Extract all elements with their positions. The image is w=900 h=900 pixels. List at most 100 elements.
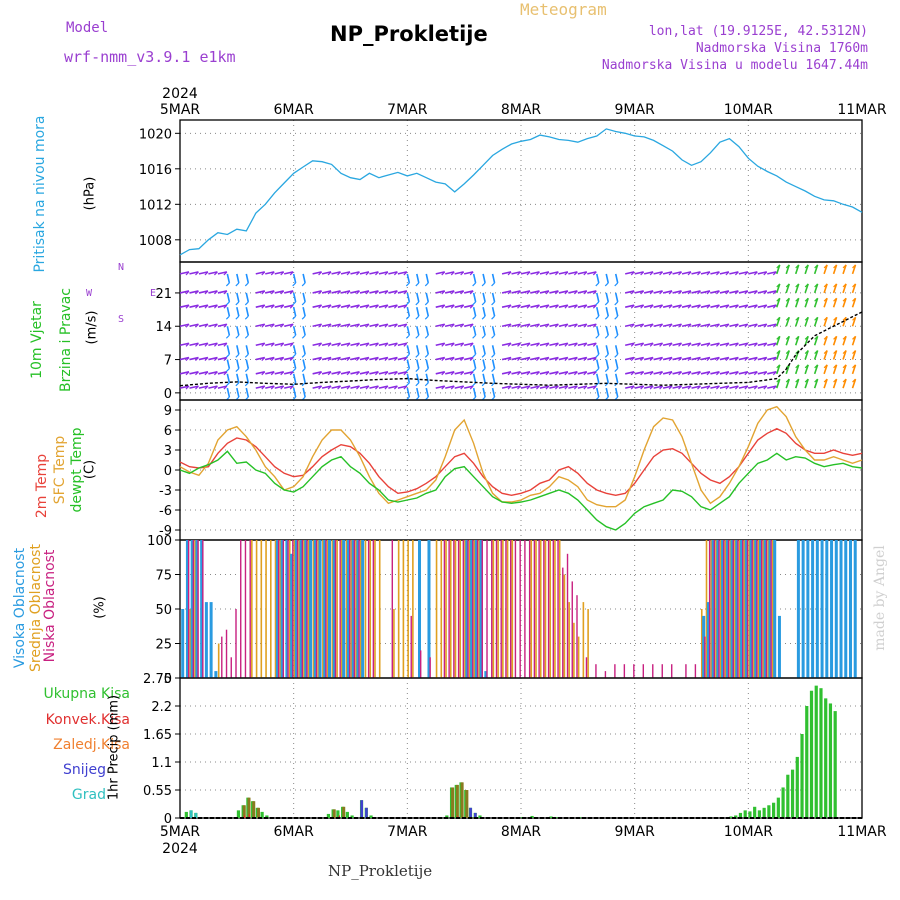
precip-frozen-bar <box>247 797 251 818</box>
wind-barb-tick <box>223 290 228 295</box>
cloud-low-bar <box>595 664 597 678</box>
wind-barb <box>549 323 559 328</box>
wind-barb <box>804 378 809 389</box>
wind-barb <box>662 371 673 375</box>
wind-barb <box>179 356 190 361</box>
wind-barb <box>482 387 486 398</box>
wind-barb-tick <box>716 357 720 361</box>
wind-barb <box>549 356 559 361</box>
wind-barb-tick <box>405 334 410 339</box>
wind-barb <box>236 373 240 384</box>
wind-barb-tick <box>614 282 619 287</box>
wind-barb-tick <box>270 342 275 347</box>
wind-barb <box>643 342 654 347</box>
cloud-low-bar <box>429 657 431 678</box>
wind-barb <box>388 342 398 347</box>
wind-barb <box>198 290 209 294</box>
wind-barb <box>729 385 739 389</box>
wind-barb-tick <box>491 382 496 387</box>
wind-barb <box>274 342 284 347</box>
precip-total-bar <box>236 810 241 818</box>
wind-barb <box>520 371 531 375</box>
wind-barb <box>738 290 749 294</box>
wind-barb <box>491 373 496 384</box>
cloud-high-bar <box>195 540 199 678</box>
wind-barb-tick <box>327 304 332 309</box>
footer-station: NP_Prokletije <box>328 862 433 880</box>
wind-barb <box>738 371 749 375</box>
wind-barb-tick <box>716 304 720 309</box>
wind-barb <box>501 385 512 389</box>
wind-barb <box>681 271 692 275</box>
wind-barb <box>217 356 228 361</box>
wind-barb <box>842 364 847 375</box>
wind-barb-tick <box>614 353 619 358</box>
wind-barb <box>643 271 654 275</box>
wind-barb <box>653 356 663 361</box>
wind-barb <box>614 307 619 317</box>
cloud-low-bar <box>732 540 734 678</box>
wind-barb <box>605 292 610 303</box>
wind-barb <box>813 264 819 275</box>
cloud-low-bar <box>277 540 280 678</box>
wind-barb <box>292 326 297 336</box>
precip-total-bar <box>336 810 340 818</box>
wind-barb-tick <box>270 323 275 328</box>
wind-barb-tick <box>469 371 474 376</box>
wind-barb <box>823 264 828 275</box>
wind-barb-tick <box>460 371 465 376</box>
wind-barb <box>245 387 250 398</box>
cloud-mid-bar <box>738 540 741 678</box>
wind-barb-tick <box>763 271 768 276</box>
wind-ytick-label: 0 <box>164 387 172 402</box>
wind-barb <box>255 271 265 275</box>
wind-barb-tick <box>507 385 512 390</box>
wind-barb-tick <box>292 353 297 358</box>
wind-barb <box>794 378 800 389</box>
wind-barb <box>245 292 250 303</box>
wind-barb <box>284 342 294 347</box>
wind-barb-tick <box>564 290 569 295</box>
wind-barb-tick <box>833 283 838 288</box>
wind-barb <box>350 304 360 308</box>
wind-barb-tick <box>595 334 600 339</box>
temp-ytick-label: 0 <box>164 464 172 479</box>
wind-barb-tick <box>706 357 711 361</box>
cloud-low-bar <box>571 581 573 678</box>
wind-barb <box>340 342 351 347</box>
wind-barb <box>302 307 306 317</box>
wind-barb <box>767 371 777 375</box>
wind-barb-tick <box>852 378 856 383</box>
wind-barb-tick <box>734 290 739 295</box>
wind-barb-tick <box>415 315 420 320</box>
wind-barb-tick <box>472 353 477 358</box>
wind-barb <box>331 356 341 361</box>
wind-barb <box>794 316 800 327</box>
wind-barb-tick <box>744 323 749 328</box>
wind-barb-tick <box>424 301 429 306</box>
wind-barb <box>416 292 420 303</box>
wind-barb <box>587 323 597 328</box>
temp-ytick-label: 6 <box>164 424 172 439</box>
wind-barb-tick <box>697 342 701 347</box>
wind-barb-tick <box>517 304 521 309</box>
wind-barb <box>189 385 199 389</box>
wind-barb-tick <box>687 385 692 390</box>
wind-barb-tick <box>393 342 398 347</box>
cloud-mid-bar <box>530 540 533 678</box>
wind-barb <box>662 356 673 361</box>
wind-barb-tick <box>441 271 446 276</box>
cloud-high-bar <box>716 540 720 678</box>
cloud-high-bar <box>185 540 189 678</box>
precip-total-bar <box>762 807 766 818</box>
wind-barb-tick <box>776 297 781 302</box>
wind-barb-tick <box>365 371 370 376</box>
precip-legend-total: Ukupna Kisa <box>43 686 130 702</box>
wind-barb-tick <box>292 382 297 387</box>
wind-barb <box>406 373 411 384</box>
wind-barb <box>491 387 496 398</box>
wind-barb-tick <box>450 304 455 309</box>
wind-barb <box>501 342 512 347</box>
wind-barb <box>662 271 673 275</box>
wind-ytick-label: 14 <box>155 320 172 335</box>
